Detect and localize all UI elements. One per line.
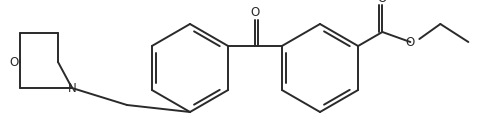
Text: O: O <box>10 55 19 68</box>
Text: O: O <box>406 36 415 49</box>
Text: O: O <box>378 0 387 5</box>
Text: N: N <box>67 81 76 94</box>
Text: O: O <box>250 7 259 20</box>
